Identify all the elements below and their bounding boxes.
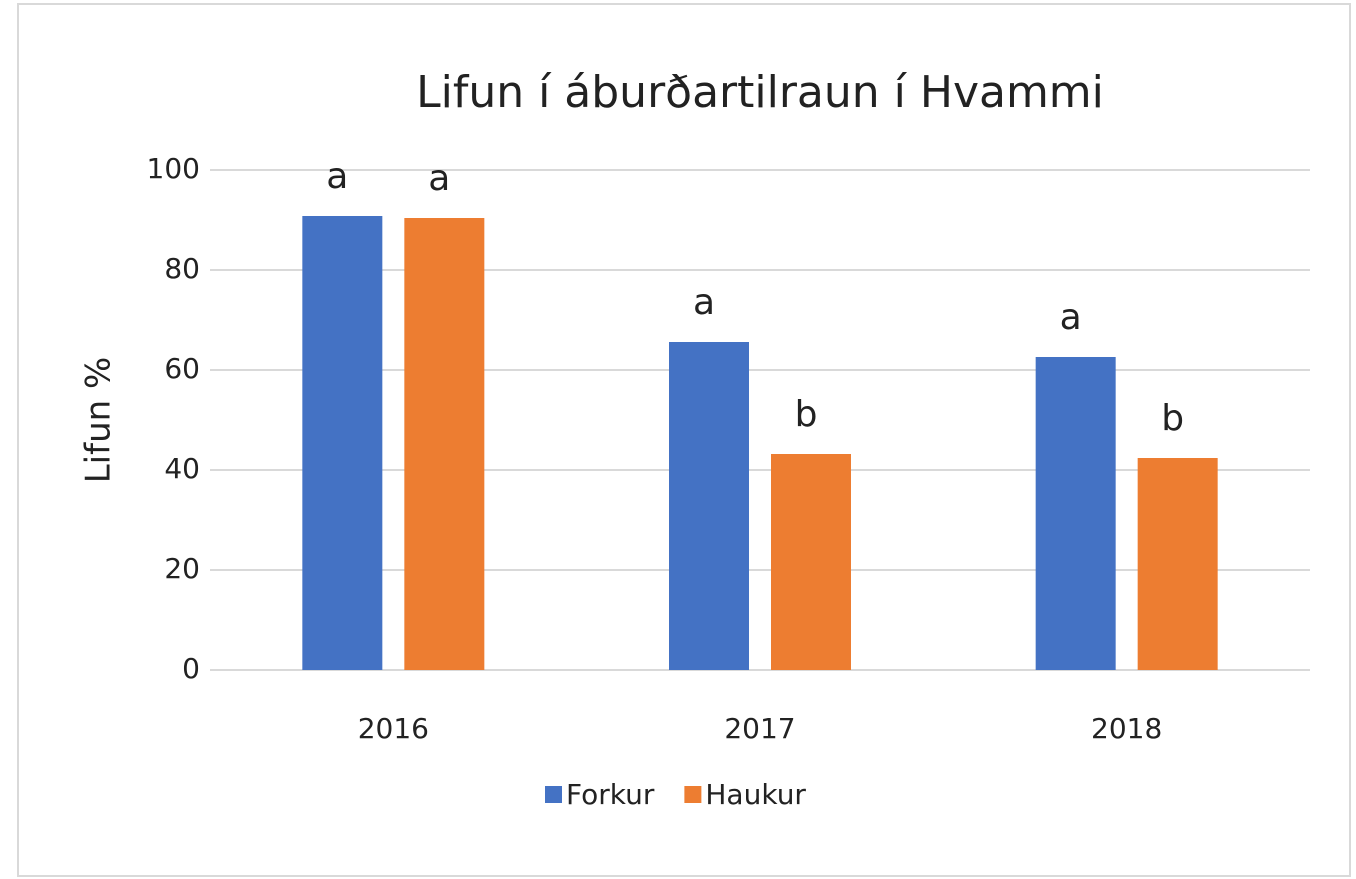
legend-label: Forkur: [566, 778, 655, 811]
legend-swatch: [545, 786, 562, 803]
significance-letter: b: [795, 394, 818, 435]
significance-letter: a: [693, 282, 715, 323]
bar: [1035, 357, 1116, 670]
x-tick-label: 2017: [724, 712, 795, 745]
legend-label: Haukur: [705, 778, 806, 811]
significance-letter: a: [326, 156, 348, 197]
y-tick-label: 100: [147, 152, 200, 185]
significance-letter: a: [428, 158, 450, 199]
x-tick-label: 2016: [358, 712, 429, 745]
bar: [302, 216, 383, 670]
y-tick-label: 0: [182, 652, 200, 685]
y-tick-label: 40: [164, 452, 200, 485]
bar: [404, 218, 485, 670]
y-tick-label: 60: [164, 352, 200, 385]
legend-swatch: [684, 786, 702, 803]
significance-letter: b: [1161, 398, 1184, 439]
y-tick-label: 80: [164, 252, 200, 285]
y-tick-label: 20: [164, 552, 200, 585]
y-axis-label: Lifun %: [79, 357, 119, 484]
bar: [1137, 458, 1218, 670]
bar: [669, 342, 749, 670]
significance-letter: a: [1060, 297, 1082, 338]
chart-title: Lifun í áburðartilraun í Hvammi: [416, 67, 1104, 118]
bar: [771, 454, 851, 670]
x-tick-label: 2018: [1091, 712, 1162, 745]
